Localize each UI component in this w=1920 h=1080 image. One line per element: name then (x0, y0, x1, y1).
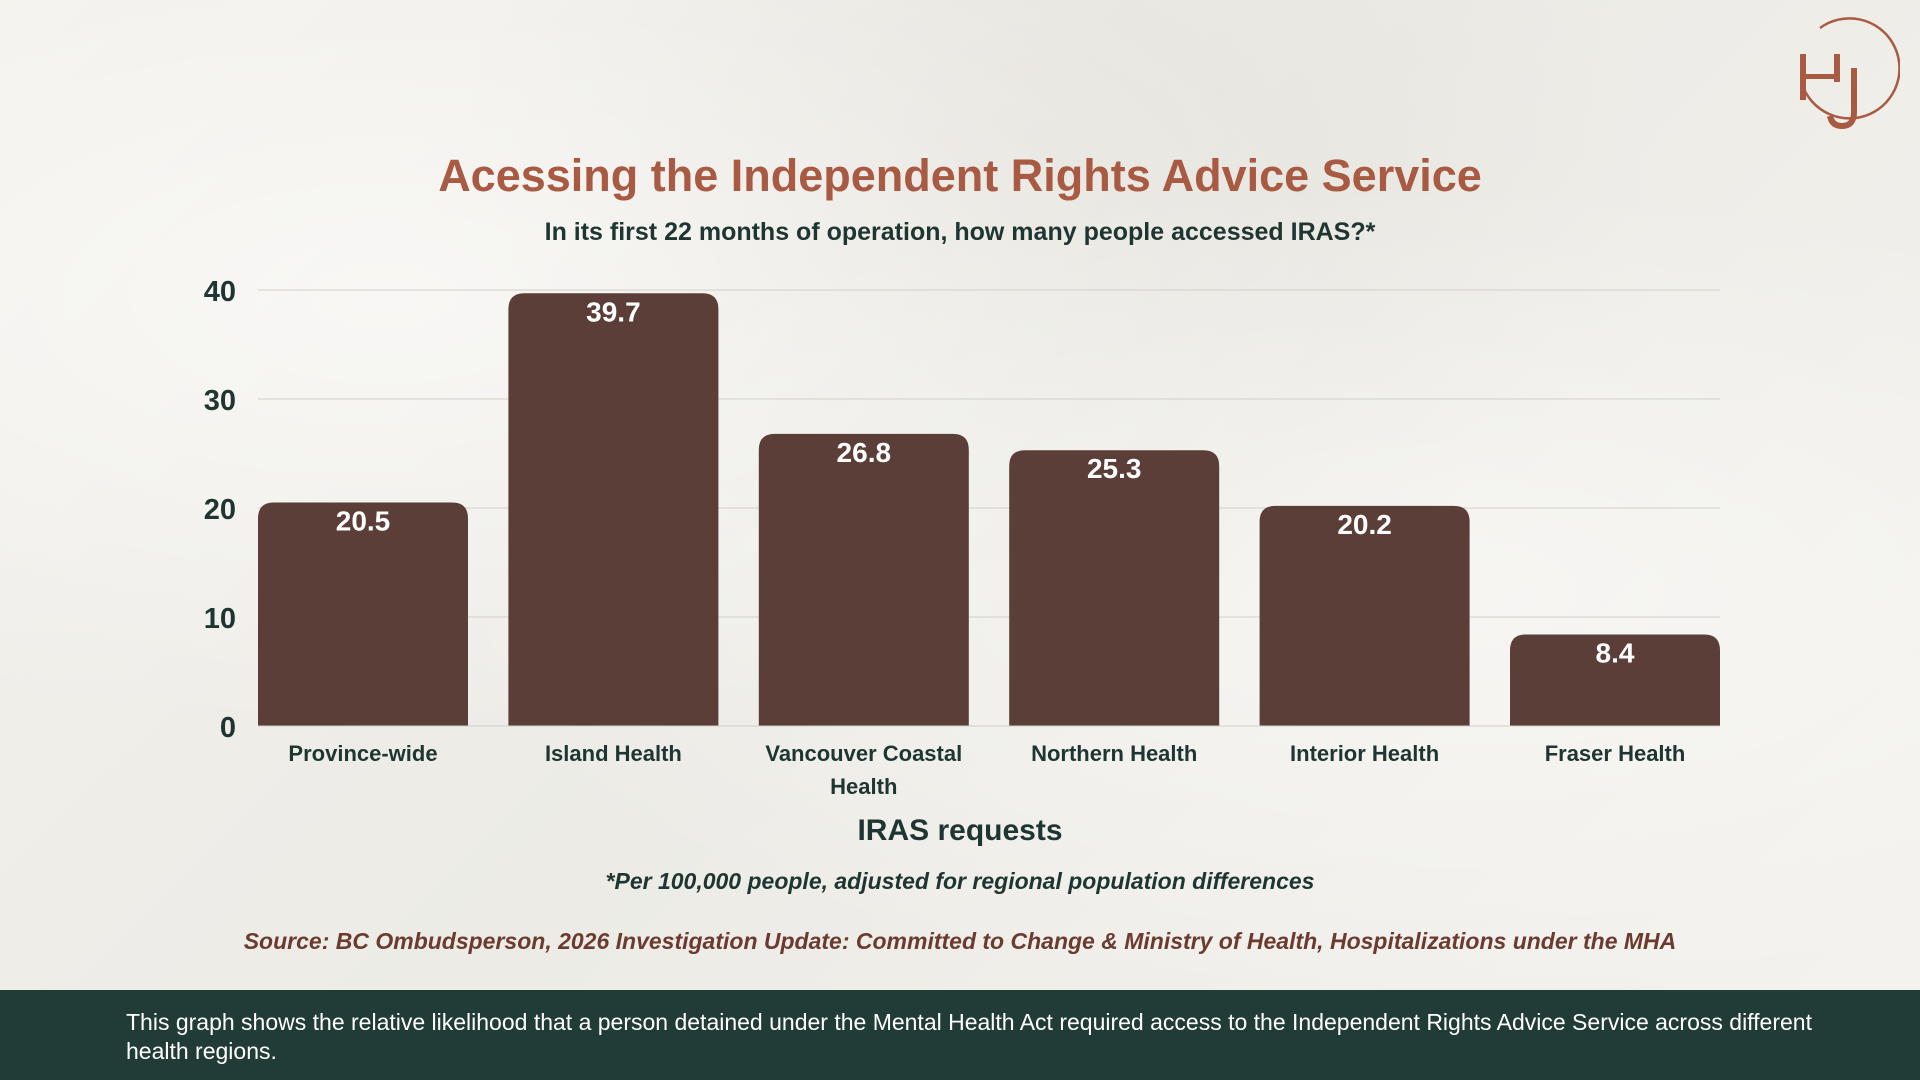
x-tick-label: Northern Health (1031, 741, 1197, 766)
data-label: 39.7 (586, 296, 641, 327)
chart-subtitle: In its first 22 months of operation, how… (544, 218, 1376, 246)
data-label: 20.2 (1337, 509, 1392, 540)
chart-title: Acessing the Independent Rights Advice S… (438, 150, 1482, 201)
footer-description: This graph shows the relative likelihood… (126, 1009, 1812, 1064)
x-tick-label: Island Health (545, 741, 682, 766)
bar (1009, 450, 1220, 726)
x-tick-label: Province-wide (288, 741, 437, 766)
y-tick-label: 20 (204, 494, 236, 526)
y-tick-label: 40 (204, 276, 236, 308)
hj-logo-icon (1800, 17, 1900, 130)
y-tick-label: 10 (204, 603, 236, 635)
bar (1510, 634, 1720, 726)
footer-bar: This graph shows the relative likelihood… (0, 990, 1920, 1080)
bar-chart: 0 10 20 30 40 20.5 Province-wide 39.7 Island Hea… (204, 276, 1720, 799)
x-tick-label: Interior Health (1290, 741, 1439, 766)
y-tick-label: 0 (220, 712, 236, 744)
footnote: *Per 100,000 people, adjusted for region… (605, 868, 1315, 894)
bar (508, 293, 719, 726)
data-label: 25.3 (1087, 453, 1142, 484)
x-axis-title: IRAS requests (857, 814, 1063, 847)
source-note: Source: BC Ombudsperson, 2026 Investigat… (243, 928, 1677, 954)
y-tick-label: 30 (204, 385, 236, 417)
data-label: 26.8 (837, 437, 892, 468)
data-label: 8.4 (1596, 637, 1635, 668)
x-tick-label: Vancouver Coastal (765, 741, 962, 766)
bar (258, 502, 468, 726)
data-label: 20.5 (336, 506, 391, 537)
bar (758, 433, 969, 726)
bar (1259, 505, 1470, 726)
hj-logo (1790, 16, 1900, 132)
x-tick-label: Fraser Health (1545, 741, 1686, 766)
x-tick-label: Health (830, 774, 897, 799)
